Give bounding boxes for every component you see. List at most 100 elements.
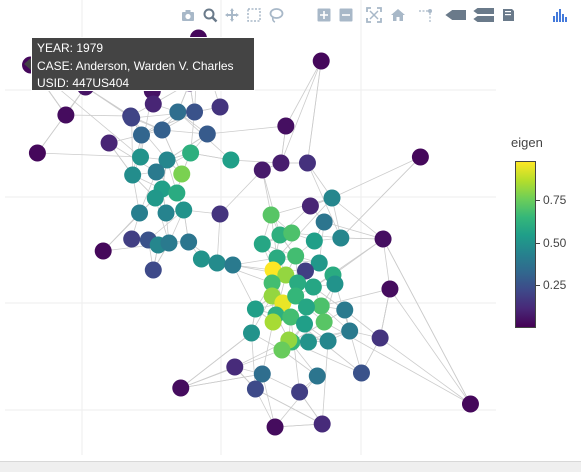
node-point[interactable] [132, 148, 150, 166]
node-point[interactable] [169, 103, 187, 121]
node-point[interactable] [246, 300, 264, 318]
node-point[interactable] [262, 206, 280, 224]
node-point[interactable] [341, 322, 359, 340]
lasso-icon[interactable] [266, 5, 286, 25]
spike-lines-icon[interactable] [416, 5, 436, 25]
hover-compare-icon[interactable] [470, 5, 496, 25]
node-point[interactable] [287, 287, 305, 305]
node-point[interactable] [146, 189, 164, 207]
node-point[interactable] [283, 224, 301, 242]
node-point[interactable] [336, 301, 354, 319]
colorbar-tick-label: 0.25 [543, 278, 567, 293]
node-point[interactable] [282, 308, 300, 326]
node-point[interactable] [297, 298, 315, 316]
node-point[interactable] [246, 380, 264, 398]
node-point[interactable] [304, 278, 322, 296]
node-point[interactable] [296, 315, 314, 333]
node-point[interactable] [253, 235, 271, 253]
node-point[interactable] [332, 229, 350, 247]
node-point[interactable] [211, 98, 229, 116]
node-point[interactable] [175, 201, 193, 219]
node-point[interactable] [381, 280, 399, 298]
node-point[interactable] [224, 256, 242, 274]
node-point[interactable] [153, 121, 171, 139]
home-icon[interactable] [388, 5, 408, 25]
node-point[interactable] [173, 165, 191, 183]
node-point[interactable] [310, 254, 328, 272]
node-point[interactable] [273, 341, 291, 359]
node-point[interactable] [123, 109, 141, 127]
node-point[interactable] [192, 250, 210, 268]
node-point[interactable] [326, 275, 344, 293]
node-point[interactable] [296, 262, 314, 280]
node-point[interactable] [123, 230, 141, 248]
node-point[interactable] [172, 379, 190, 397]
autoscale-icon[interactable] [364, 5, 384, 25]
edit-icon[interactable] [498, 5, 518, 25]
zoom-out-icon[interactable] [336, 5, 356, 25]
node-point[interactable] [94, 242, 112, 260]
node-point[interactable] [352, 364, 370, 382]
node-point[interactable] [305, 232, 323, 250]
node-point[interactable] [323, 189, 341, 207]
node-point[interactable] [28, 144, 46, 162]
edge [251, 332, 256, 390]
hover-closest-icon[interactable] [442, 5, 468, 25]
node-point[interactable] [308, 367, 326, 385]
zoom-in-icon[interactable] [314, 5, 334, 25]
node-point[interactable] [312, 52, 330, 70]
node-point[interactable] [315, 213, 333, 231]
node-point[interactable] [208, 254, 226, 272]
node-point[interactable] [289, 274, 307, 292]
node-point[interactable] [312, 297, 330, 315]
node-point[interactable] [198, 125, 216, 143]
node-point[interactable] [264, 261, 282, 279]
node-point[interactable] [144, 95, 162, 113]
node-point[interactable] [272, 154, 290, 172]
box-select-icon[interactable] [244, 5, 264, 25]
node-point[interactable] [374, 230, 392, 248]
node-point[interactable] [132, 126, 150, 144]
hover-usid: USID: 447US404 [37, 76, 130, 90]
pan-icon[interactable] [222, 5, 242, 25]
node-point[interactable] [253, 365, 271, 383]
edges [30, 37, 471, 428]
node-point[interactable] [301, 197, 319, 215]
node-point[interactable] [124, 166, 142, 184]
node-point[interactable] [168, 184, 186, 202]
node-point[interactable] [298, 154, 316, 172]
node-point[interactable] [299, 333, 317, 351]
node-point[interactable] [157, 204, 175, 222]
node-point[interactable] [461, 395, 479, 413]
node-point[interactable] [100, 134, 118, 152]
node-point[interactable] [371, 329, 389, 347]
node-point[interactable] [182, 144, 200, 162]
camera-icon[interactable] [178, 5, 198, 25]
node-point[interactable] [277, 117, 295, 135]
edge [324, 221, 384, 240]
node-point[interactable] [253, 161, 271, 179]
node-point[interactable] [131, 204, 149, 222]
node-point[interactable] [222, 151, 240, 169]
node-point[interactable] [211, 205, 229, 223]
node-point[interactable] [147, 163, 165, 181]
node-point[interactable] [266, 418, 284, 436]
node-point[interactable] [287, 247, 305, 265]
node-point[interactable] [263, 274, 281, 292]
node-point[interactable] [144, 261, 162, 279]
node-point[interactable] [264, 313, 282, 331]
node-point[interactable] [242, 324, 260, 342]
node-point[interactable] [158, 151, 176, 169]
node-point[interactable] [411, 148, 429, 166]
node-point[interactable] [291, 383, 309, 401]
node-point[interactable] [186, 103, 204, 121]
node-point[interactable] [226, 358, 244, 376]
node-point[interactable] [313, 415, 331, 433]
node-point[interactable] [180, 233, 198, 251]
node-point[interactable] [57, 106, 75, 124]
node-point[interactable] [319, 332, 337, 350]
plotly-logo-icon[interactable] [550, 5, 570, 25]
zoom-icon[interactable] [200, 5, 220, 25]
node-point[interactable] [315, 313, 333, 331]
node-point[interactable] [160, 234, 178, 252]
